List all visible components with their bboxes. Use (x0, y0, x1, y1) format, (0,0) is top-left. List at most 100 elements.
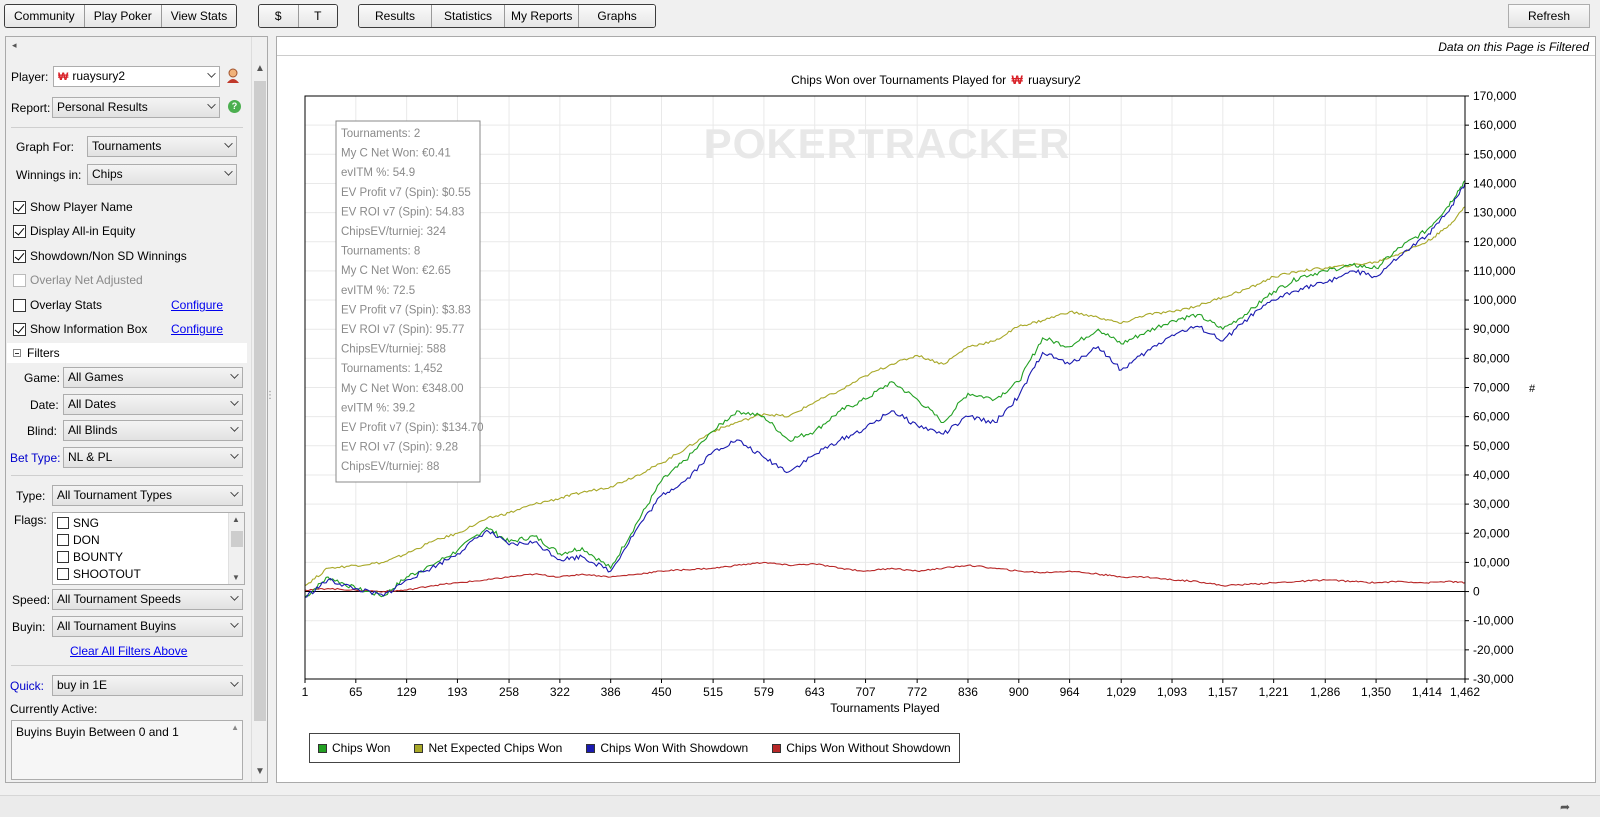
option-label: Display All-in Equity (30, 224, 136, 238)
bet-type-label[interactable]: Bet Type: (10, 451, 61, 465)
flag-label: SHOOTOUT (73, 567, 141, 581)
showdown-winnings-checkbox[interactable]: Showdown/Non SD Winnings (13, 249, 187, 263)
info-box-line: EV Profit v7 (Spin): $134.70 (341, 422, 484, 434)
x-tick-label: 515 (703, 685, 723, 699)
chart-title: Chips Won over Tournaments Played for ₩ … (277, 73, 1595, 87)
info-box-line: EV Profit v7 (Spin): $3.83 (341, 304, 471, 316)
legend-label: Net Expected Chips Won (428, 741, 563, 755)
tab-graphs[interactable]: Graphs (579, 5, 655, 27)
info-box-line: EV ROI v7 (Spin): 95.77 (341, 324, 464, 336)
info-box-line: Tournaments: 2 (341, 128, 420, 140)
y-tick-label: 100,000 (1473, 293, 1517, 307)
legend-item-with-showdown[interactable]: Chips Won With Showdown (586, 741, 748, 755)
option-label: Show Information Box (30, 322, 148, 336)
game-select[interactable]: All Games (63, 367, 243, 388)
blind-label: Blind: (27, 424, 58, 438)
tournament-button[interactable]: T (298, 5, 337, 27)
view-stats-button[interactable]: View Stats (161, 5, 237, 27)
show-info-box-checkbox[interactable]: Show Information Box (13, 322, 147, 336)
buyin-value: All Tournament Buyins (57, 619, 177, 633)
player-select[interactable]: ₩ ruaysury2 (53, 66, 220, 87)
x-tick-label: 643 (805, 685, 825, 699)
y-tick-label: 60,000 (1473, 410, 1510, 424)
checkbox-icon (13, 273, 26, 287)
option-label: Showdown/Non SD Winnings (30, 249, 187, 263)
y-tick-label: 150,000 (1473, 147, 1517, 161)
y-tick-label: -30,000 (1473, 672, 1514, 686)
blind-select[interactable]: All Blinds (63, 420, 243, 441)
pokerstars-icon: ₩ (1011, 73, 1023, 87)
info-box-frame (335, 120, 481, 483)
divider (11, 665, 243, 666)
community-button[interactable]: Community (5, 5, 85, 27)
chevron-down-icon (230, 678, 239, 687)
scroll-up-icon[interactable]: ▲ (231, 723, 239, 732)
left-panel-scrollbar[interactable]: ▲ ▼ (251, 37, 267, 782)
legend-item-without-showdown[interactable]: Chips Won Without Showdown (772, 741, 951, 755)
flag-shootout-checkbox[interactable]: SHOOTOUT (57, 567, 141, 581)
overlay-stats-configure-link[interactable]: Configure (171, 298, 224, 312)
quick-label[interactable]: Quick: (10, 679, 45, 693)
legend-swatch (414, 743, 424, 753)
divider (11, 475, 243, 476)
scroll-down-icon[interactable]: ▼ (232, 573, 240, 582)
show-player-name-checkbox[interactable]: Show Player Name (13, 200, 133, 214)
info-box-line: EV Profit v7 (Spin): $0.55 (341, 187, 471, 199)
flag-bounty-checkbox[interactable]: BOUNTY (57, 550, 123, 564)
scroll-up-icon[interactable]: ▲ (255, 63, 265, 74)
panel-splitter-icon[interactable]: ⋮ (265, 390, 275, 401)
scroll-thumb[interactable] (231, 531, 243, 547)
x-axis-label: Tournaments Played (830, 701, 939, 715)
type-select[interactable]: All Tournament Types (52, 485, 243, 506)
collapse-panel-icon[interactable]: ◂ (12, 40, 17, 50)
display-allin-equity-checkbox[interactable]: Display All-in Equity (13, 224, 135, 238)
speed-value: All Tournament Speeds (57, 592, 181, 606)
scroll-down-icon[interactable]: ▼ (255, 766, 265, 777)
currently-active-value: Buyins Buyin Between 0 and 1 (16, 725, 179, 739)
info-box-configure-link[interactable]: Configure (171, 322, 224, 336)
info-box-line: evITM %: 39.2 (341, 402, 415, 414)
scroll-thumb[interactable] (254, 81, 266, 721)
winnings-in-label: Winnings in: (16, 168, 82, 182)
export-icon[interactable]: ➦ (1559, 800, 1570, 814)
blind-value: All Blinds (68, 423, 118, 437)
quick-value: buy in 1E (57, 678, 108, 692)
filtered-notice: Data on this Page is Filtered (1438, 40, 1589, 54)
play-poker-button[interactable]: Play Poker (84, 5, 162, 27)
scroll-up-icon[interactable]: ▲ (232, 515, 240, 524)
report-select[interactable]: Personal Results (52, 97, 220, 118)
series-line-chips-won (304, 180, 1466, 598)
speed-select[interactable]: All Tournament Speeds (52, 589, 243, 610)
speed-label: Speed: (12, 593, 51, 607)
tab-results[interactable]: Results (359, 5, 433, 27)
option-label: Overlay Stats (30, 298, 103, 312)
flag-sng-checkbox[interactable]: SNG (57, 516, 99, 530)
overlay-net-adjusted-checkbox: Overlay Net Adjusted (13, 273, 143, 287)
info-box-line: My C Net Won: €2.65 (341, 265, 451, 277)
graph-for-select[interactable]: Tournaments (87, 136, 237, 157)
flags-scrollbar[interactable]: ▲ ▼ (228, 513, 244, 584)
tab-my-reports[interactable]: My Reports (505, 5, 580, 27)
buyin-select[interactable]: All Tournament Buyins (52, 616, 243, 637)
info-box-line: My C Net Won: €0.41 (341, 148, 451, 160)
user-icon[interactable] (226, 68, 240, 84)
cash-button[interactable]: $ (259, 5, 299, 27)
chevron-down-icon (230, 397, 239, 406)
overlay-stats-checkbox[interactable]: Overlay Stats (13, 298, 102, 312)
clear-filters-link[interactable]: Clear All Filters Above (70, 644, 188, 658)
refresh-button[interactable]: Refresh (1508, 4, 1590, 28)
filters-section-header[interactable]: Filters (7, 343, 247, 363)
help-icon[interactable]: ? (228, 100, 241, 113)
quick-select[interactable]: buy in 1E (52, 675, 243, 696)
y-tick-label: 90,000 (1473, 322, 1510, 336)
x-tick-label: 579 (754, 685, 774, 699)
legend-label: Chips Won Without Showdown (786, 741, 951, 755)
checkbox-icon (57, 534, 69, 546)
flag-don-checkbox[interactable]: DON (57, 533, 100, 547)
legend-item-net-expected[interactable]: Net Expected Chips Won (414, 741, 562, 755)
date-select[interactable]: All Dates (63, 394, 243, 415)
legend-item-chips-won[interactable]: Chips Won (318, 741, 390, 755)
tab-statistics[interactable]: Statistics (432, 5, 506, 27)
bet-type-select[interactable]: NL & PL (63, 447, 243, 468)
winnings-in-select[interactable]: Chips (87, 164, 237, 185)
